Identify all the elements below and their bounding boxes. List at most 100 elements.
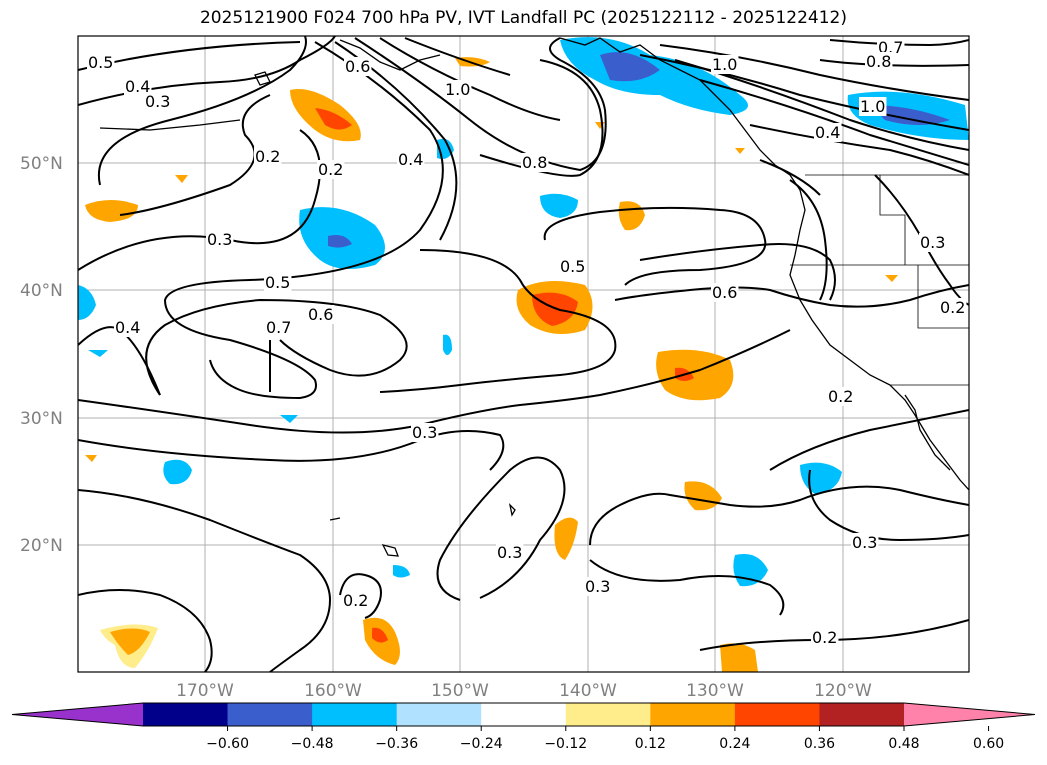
positive-blob	[885, 275, 898, 282]
contour-label-bg	[342, 591, 370, 610]
contour-label: 0.2	[828, 387, 853, 406]
contour-label: 0.6	[345, 57, 370, 76]
contour-label-bg	[711, 55, 739, 74]
contour-label-bg	[444, 80, 472, 99]
positive-blob	[85, 455, 97, 462]
positive-blob	[554, 517, 578, 560]
contour-label-bg	[859, 97, 887, 116]
positive-blob	[85, 200, 138, 222]
contour-label: 0.3	[207, 230, 232, 249]
contour-label: 0.2	[812, 628, 837, 647]
colorbar-left-extension	[12, 703, 143, 726]
lon-label: 140°W	[559, 681, 617, 701]
colorbar: −0.60 −0.48 −0.36 −0.24 −0.12 0.12 0.24 0.36 0.4…	[11, 702, 1036, 752]
contour-label-bg	[206, 230, 234, 249]
contour-label: 0.8	[866, 52, 891, 71]
contour-label: 0.2	[318, 160, 343, 179]
positive-blob	[175, 175, 188, 183]
contour-label-bg	[87, 53, 115, 72]
colorbar-tick-label: −0.48	[291, 736, 334, 752]
positive-blob	[110, 628, 150, 655]
contour-label-bg	[114, 318, 142, 337]
positive-blob	[656, 349, 734, 401]
contour-label: 0.6	[308, 305, 333, 324]
colorbar-segment	[227, 703, 313, 726]
contour-label-bg	[496, 543, 524, 562]
positive-blob	[735, 148, 745, 154]
contour-label: 0.4	[815, 123, 840, 142]
negative-blob	[280, 415, 298, 423]
contour-label: 0.4	[398, 150, 423, 169]
contour-label: 0.3	[852, 533, 877, 552]
contour-label-bg	[124, 77, 152, 96]
colorbar-segment	[734, 703, 820, 726]
contour-label-bg	[521, 153, 549, 172]
colorbar-segment	[143, 703, 229, 726]
contour-label: 0.2	[255, 147, 280, 166]
contour-label-bg	[811, 628, 839, 647]
colorbar-tick-label: 0.24	[719, 736, 750, 752]
negative-blob	[163, 459, 192, 485]
contour-label: 0.5	[88, 53, 113, 72]
contour-label-group: 0.5 0.4 0.3 0.2 0.2 0.6 0.4 1.0 0.8 1.0 …	[87, 38, 967, 647]
negative-blob	[443, 334, 452, 355]
pv-contours	[78, 36, 969, 672]
contour-label: 0.3	[412, 423, 437, 442]
lat-axis: 50°N 40°N 30°N 20°N	[20, 154, 63, 556]
contour-label-bg	[317, 160, 345, 179]
contour-label: 0.2	[940, 298, 965, 317]
map-title: 2025121900 F024 700 hPa PV, IVT Landfall…	[199, 8, 847, 28]
contour-label-bg	[264, 273, 292, 292]
contour-label-bg	[411, 423, 439, 442]
contour-label: 0.5	[265, 273, 290, 292]
negative-core	[870, 105, 950, 125]
negative-blob	[88, 350, 108, 357]
contour-label: 0.3	[585, 577, 610, 596]
positive-core	[315, 108, 352, 130]
contour-label-bg	[307, 305, 335, 324]
colorbar-tick-label: 0.36	[804, 736, 835, 752]
contour-label: 0.3	[920, 233, 945, 252]
contour-label: 1.0	[860, 97, 885, 116]
map-frame	[77, 35, 970, 673]
contour-label-bg	[584, 577, 612, 596]
colorbar-segment	[312, 703, 398, 726]
negative-core	[328, 235, 352, 248]
colorbar-segment	[481, 703, 567, 726]
contour-label-bg	[144, 92, 172, 111]
positive-core	[372, 627, 388, 643]
contour-label-bg	[711, 283, 739, 302]
lat-label: 30°N	[20, 409, 63, 429]
contour-label: 1.0	[445, 80, 470, 99]
contour-label-bg	[254, 147, 282, 166]
contour-label-bg	[265, 318, 293, 337]
contour-label-bg	[559, 257, 587, 276]
colorbar-segment	[396, 703, 482, 726]
positive-core	[532, 292, 578, 326]
contour-label-bg	[397, 150, 425, 169]
colorbar-tick-label: −0.12	[544, 736, 587, 752]
contour-label-bg	[827, 387, 855, 406]
contour-label-bg	[939, 298, 967, 317]
lon-label: 130°W	[686, 681, 744, 701]
contour-label-bg	[851, 533, 879, 552]
contour-label: 0.2	[343, 591, 368, 610]
colorbar-tick-label: 0.48	[888, 736, 919, 752]
political-borders	[790, 174, 969, 386]
lon-label: 150°W	[431, 681, 489, 701]
contour-label: 0.4	[125, 77, 150, 96]
negative-blob	[540, 193, 578, 218]
colorbar-tick-label: 0.12	[635, 736, 666, 752]
contour-label: 0.7	[266, 318, 291, 337]
lon-label: 120°W	[814, 681, 872, 701]
colorbar-right-extension	[904, 703, 1035, 726]
negative-core	[600, 52, 660, 82]
contour-label-bg	[344, 57, 372, 76]
lon-label: 170°W	[176, 681, 234, 701]
lat-label: 20°N	[20, 536, 63, 556]
positive-blob	[720, 643, 758, 672]
colorbar-segment	[565, 703, 651, 726]
colorbar-segment	[819, 703, 905, 726]
lon-label: 160°W	[304, 681, 362, 701]
